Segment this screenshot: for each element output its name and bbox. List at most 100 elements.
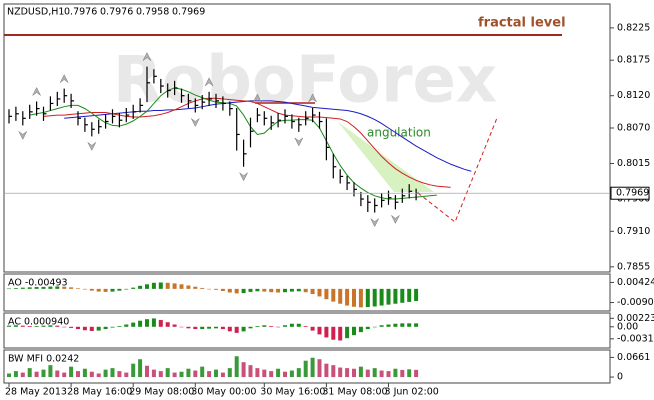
histogram-bar <box>393 288 398 304</box>
histogram-bar <box>317 326 322 335</box>
histogram-bar <box>262 325 267 327</box>
histogram-bar <box>131 363 136 378</box>
histogram-bar <box>145 284 149 289</box>
histogram-bar <box>193 286 198 289</box>
histogram-bar <box>324 326 329 338</box>
indicator-title: AC 0.000940 <box>8 317 69 328</box>
y-tick-label: 0.00424 <box>617 277 654 288</box>
histogram-bar <box>352 288 356 307</box>
x-tick-label: 28 May 16:00 <box>67 387 132 398</box>
y-tick-label: -0.00902 <box>617 297 654 308</box>
histogram-bar <box>248 288 253 292</box>
header: NZDUSD,H1 <box>7 7 64 18</box>
histogram-bar <box>41 369 46 378</box>
histogram-bar <box>386 324 391 327</box>
fractal-down <box>87 142 97 151</box>
x-tick-label: 30 May 00:00 <box>191 387 256 398</box>
histogram-bar <box>345 288 350 306</box>
histogram-bar <box>338 288 343 304</box>
y-tick-label: 0.8225 <box>617 22 650 33</box>
histogram-bar <box>255 368 260 378</box>
histogram-bar <box>400 288 405 303</box>
histogram-bar <box>283 288 287 293</box>
histogram-bar <box>255 326 260 327</box>
y-tick-label: -0.00317 <box>617 333 654 344</box>
histogram-bar <box>89 288 94 291</box>
histogram-bar <box>407 288 412 302</box>
histogram-bar <box>138 359 143 378</box>
histogram-bar <box>358 288 363 308</box>
histogram-bar <box>289 288 294 292</box>
histogram-bar <box>172 283 177 289</box>
histogram-bar <box>386 371 391 378</box>
quote-value: 0.7976 <box>64 7 97 18</box>
histogram-bar <box>158 282 163 289</box>
histogram-bar <box>96 288 101 292</box>
histogram-bar <box>110 288 115 292</box>
histogram-bar <box>110 368 115 378</box>
histogram-bar <box>179 284 184 289</box>
histogram-bar <box>331 288 336 302</box>
histogram-bar <box>365 326 370 330</box>
x-tick-label: 31 May 08:00 <box>322 387 387 398</box>
histogram-bar <box>241 288 246 294</box>
histogram-bar <box>207 288 212 290</box>
panel-frame <box>3 349 611 384</box>
histogram-bar <box>283 325 287 327</box>
histogram-bar <box>138 285 143 289</box>
histogram-bar <box>69 287 74 289</box>
histogram-bar <box>338 367 343 378</box>
fractal-up <box>253 93 262 103</box>
histogram-bar <box>262 369 267 378</box>
histogram-bar <box>13 371 18 378</box>
histogram-bar <box>145 365 149 378</box>
fractal-down <box>239 172 248 182</box>
histogram-bar <box>13 288 18 289</box>
histogram-bar <box>393 368 398 378</box>
histogram-bar <box>310 326 315 331</box>
histogram-bar <box>96 326 101 331</box>
histogram-bar <box>151 318 156 327</box>
histogram-bar <box>296 368 301 378</box>
histogram-bar <box>96 373 101 378</box>
indicator-title: BW MFI 0.0242 <box>8 354 79 365</box>
histogram-bar <box>131 322 136 327</box>
histogram-bar <box>269 371 274 378</box>
histogram-bar <box>145 319 149 327</box>
histogram-bar <box>13 325 18 327</box>
histogram-bar <box>41 325 46 327</box>
histogram-bar <box>303 360 308 378</box>
price-box <box>610 186 650 200</box>
quote-value: 0.7976 <box>100 7 133 18</box>
histogram-bar <box>393 323 398 327</box>
histogram-bar <box>48 325 53 327</box>
histogram-bar <box>269 288 274 293</box>
fractal-down <box>294 137 304 147</box>
x-tick-label: 3 Jun 02:00 <box>385 387 439 398</box>
histogram-bar <box>117 371 122 378</box>
fractal-down <box>391 215 400 224</box>
histogram-bar <box>76 326 80 330</box>
histogram-bar <box>151 369 156 378</box>
histogram-bar <box>220 372 225 378</box>
histogram-bar <box>138 320 143 327</box>
histogram-bar <box>158 319 163 327</box>
histogram-bar <box>165 322 170 327</box>
histogram-bar <box>303 326 308 327</box>
histogram-bar <box>352 368 356 378</box>
histogram-bar <box>103 288 108 292</box>
histogram-bar <box>7 373 11 378</box>
x-tick-label: 28 May 2013 <box>5 387 67 398</box>
histogram-bar <box>407 369 412 378</box>
histogram-bar <box>186 285 191 289</box>
histogram-bar <box>165 368 170 378</box>
histogram-bar <box>289 323 294 327</box>
histogram-bar <box>131 287 136 289</box>
panel-frame <box>3 3 611 273</box>
histogram-bar <box>200 366 205 378</box>
histogram-bar <box>372 326 377 328</box>
histogram-bar <box>207 371 212 378</box>
histogram-bar <box>76 371 80 378</box>
histogram-bar <box>414 288 419 301</box>
y-tick-label: 0.8120 <box>617 90 650 101</box>
